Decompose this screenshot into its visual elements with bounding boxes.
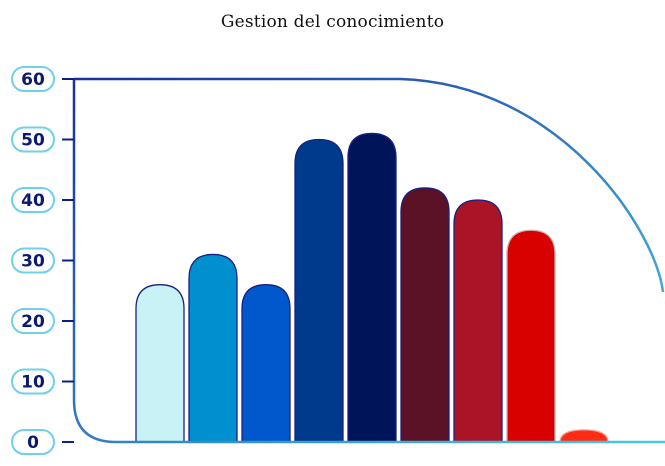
bar-3 xyxy=(294,138,344,443)
y-tick-badge xyxy=(11,187,55,213)
y-tick-badge xyxy=(11,308,55,334)
y-tick-badge xyxy=(11,247,55,274)
y-tick-label: 40 xyxy=(21,191,45,211)
y-tick-label: 50 xyxy=(21,131,45,151)
y-tick-badge xyxy=(11,126,55,153)
y-axis: 0 10 20 30 40 50 60 xyxy=(11,66,74,455)
y-tick-badge xyxy=(11,66,55,92)
y-tick-label: 0 xyxy=(27,433,39,453)
y-tick-label: 60 xyxy=(21,70,45,90)
bars-group xyxy=(135,132,609,443)
chart-frame xyxy=(72,77,665,444)
y-tick-label: 30 xyxy=(21,252,45,272)
bar-5 xyxy=(400,187,450,443)
bar-4 xyxy=(347,132,397,443)
bar-7 xyxy=(506,229,556,443)
bar-1 xyxy=(188,253,238,443)
bar-8 xyxy=(559,429,609,443)
bar-0 xyxy=(135,284,185,443)
y-tick-badge xyxy=(11,368,55,395)
y-tick-label: 10 xyxy=(21,373,45,393)
bar-2 xyxy=(241,284,291,443)
chart-title: Gestion del conocimiento xyxy=(220,12,445,32)
y-tick-badge xyxy=(11,429,55,455)
y-tick-label: 20 xyxy=(21,312,45,332)
bar-6 xyxy=(453,199,503,443)
